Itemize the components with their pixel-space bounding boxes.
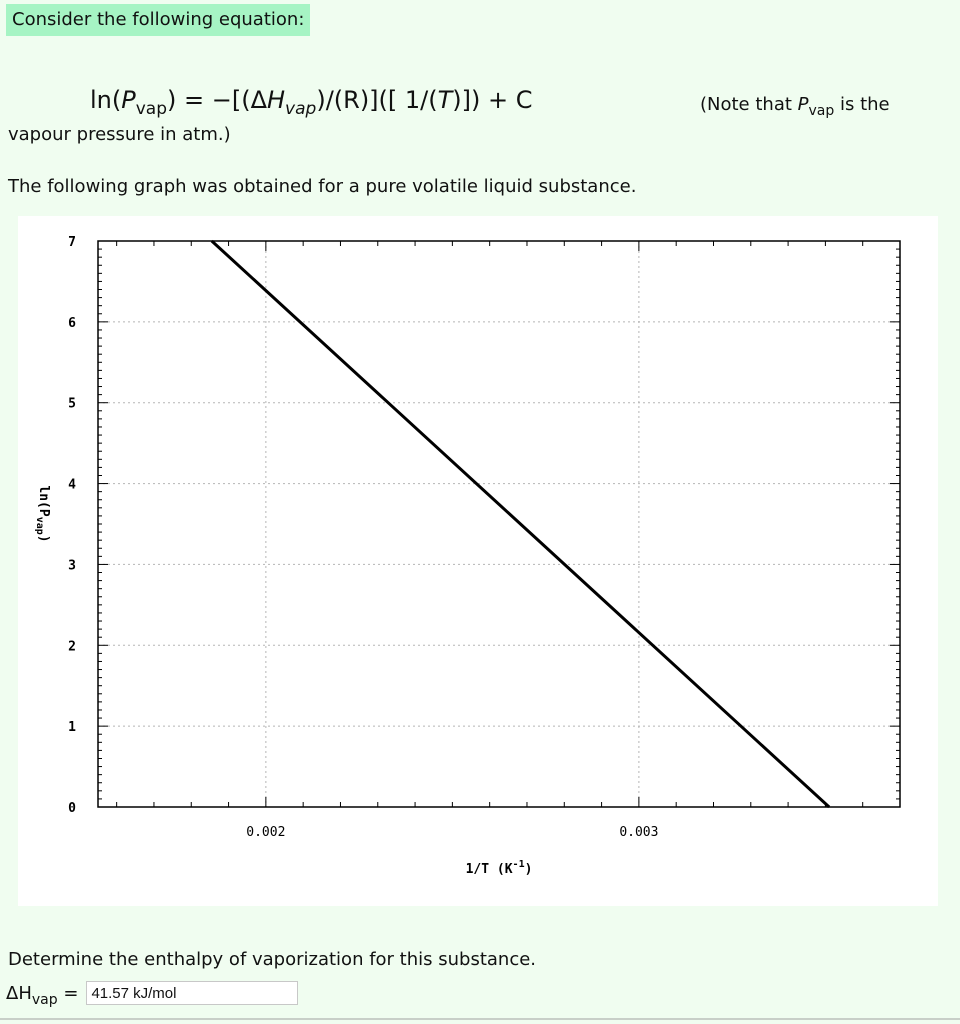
graph-intro: The following graph was obtained for a p… [8,176,637,197]
eq-h-symbol: H [267,86,286,114]
equation-note-continuation: vapour pressure in atm.) [8,124,231,145]
y-tick-label-2: 2 [68,639,76,654]
answer-label: ΔHvap = [6,982,79,1007]
y-tick-label-6: 6 [68,316,76,331]
answer-row: ΔHvap = [6,978,299,1008]
note-p-sub: vap [808,103,835,119]
y-axis-label: ln(Pvap) [34,485,51,542]
x-tick-label-1: 0.003 [619,825,658,840]
y-axis-label-main: ln(P [36,485,51,516]
answer-label-sub: vap [31,991,58,1008]
eq-r-part: )/(R)]([ 1/( [316,86,438,114]
y-tick-label-7: 7 [68,235,76,250]
answer-label-eq: = [57,982,79,1004]
x-axis-label: 1/T (K-1) [466,859,533,877]
x-axis-label-close: ) [525,862,533,877]
eq-ln-open: ln( [90,86,122,114]
note-p-symbol: P [797,94,809,115]
clausius-clapeyron-equation: ln(Pvap) = −[(ΔHvap)/(R)]([ 1/(T)]) + C [90,86,533,118]
plot-border [97,240,901,808]
eq-tail: )]) + C [452,86,533,114]
note-rest: is the [834,94,890,115]
bottom-divider [0,1018,960,1020]
x-axis-label-exp: -1 [513,859,525,870]
chart-panel: 0 1 2 3 4 5 6 7 0.002 0.003 1/T (K-1) ln(Pvap) [18,216,938,906]
eq-h-sub: vap [285,99,317,119]
eq-t-symbol: T [437,86,453,114]
x-tick-label-0: 0.002 [246,825,285,840]
answer-label-symbol: ΔH [6,982,32,1004]
note-open: (Note that [700,94,798,115]
intro-heading: Consider the following equation: [6,4,311,36]
y-axis-label-sub: vap [34,517,45,535]
series-line-0 [210,239,831,809]
y-tick-label-0: 0 [68,801,76,816]
enthalpy-answer-input[interactable] [86,981,299,1005]
equation-note: (Note that Pvap is the [700,94,890,118]
eq-p-sub: vap [135,99,168,119]
eq-p-symbol: P [121,86,136,114]
y-tick-label-4: 4 [68,478,76,493]
y-tick-label-3: 3 [68,558,76,573]
y-tick-label-1: 1 [68,720,76,735]
y-tick-label-5: 5 [68,397,76,412]
y-axis-label-close: ) [36,535,51,543]
x-axis-label-main: 1/T (K [466,862,513,877]
eq-mid: ) = −[(Δ [167,86,267,114]
question-prompt: Determine the enthalpy of vaporization f… [8,949,537,970]
